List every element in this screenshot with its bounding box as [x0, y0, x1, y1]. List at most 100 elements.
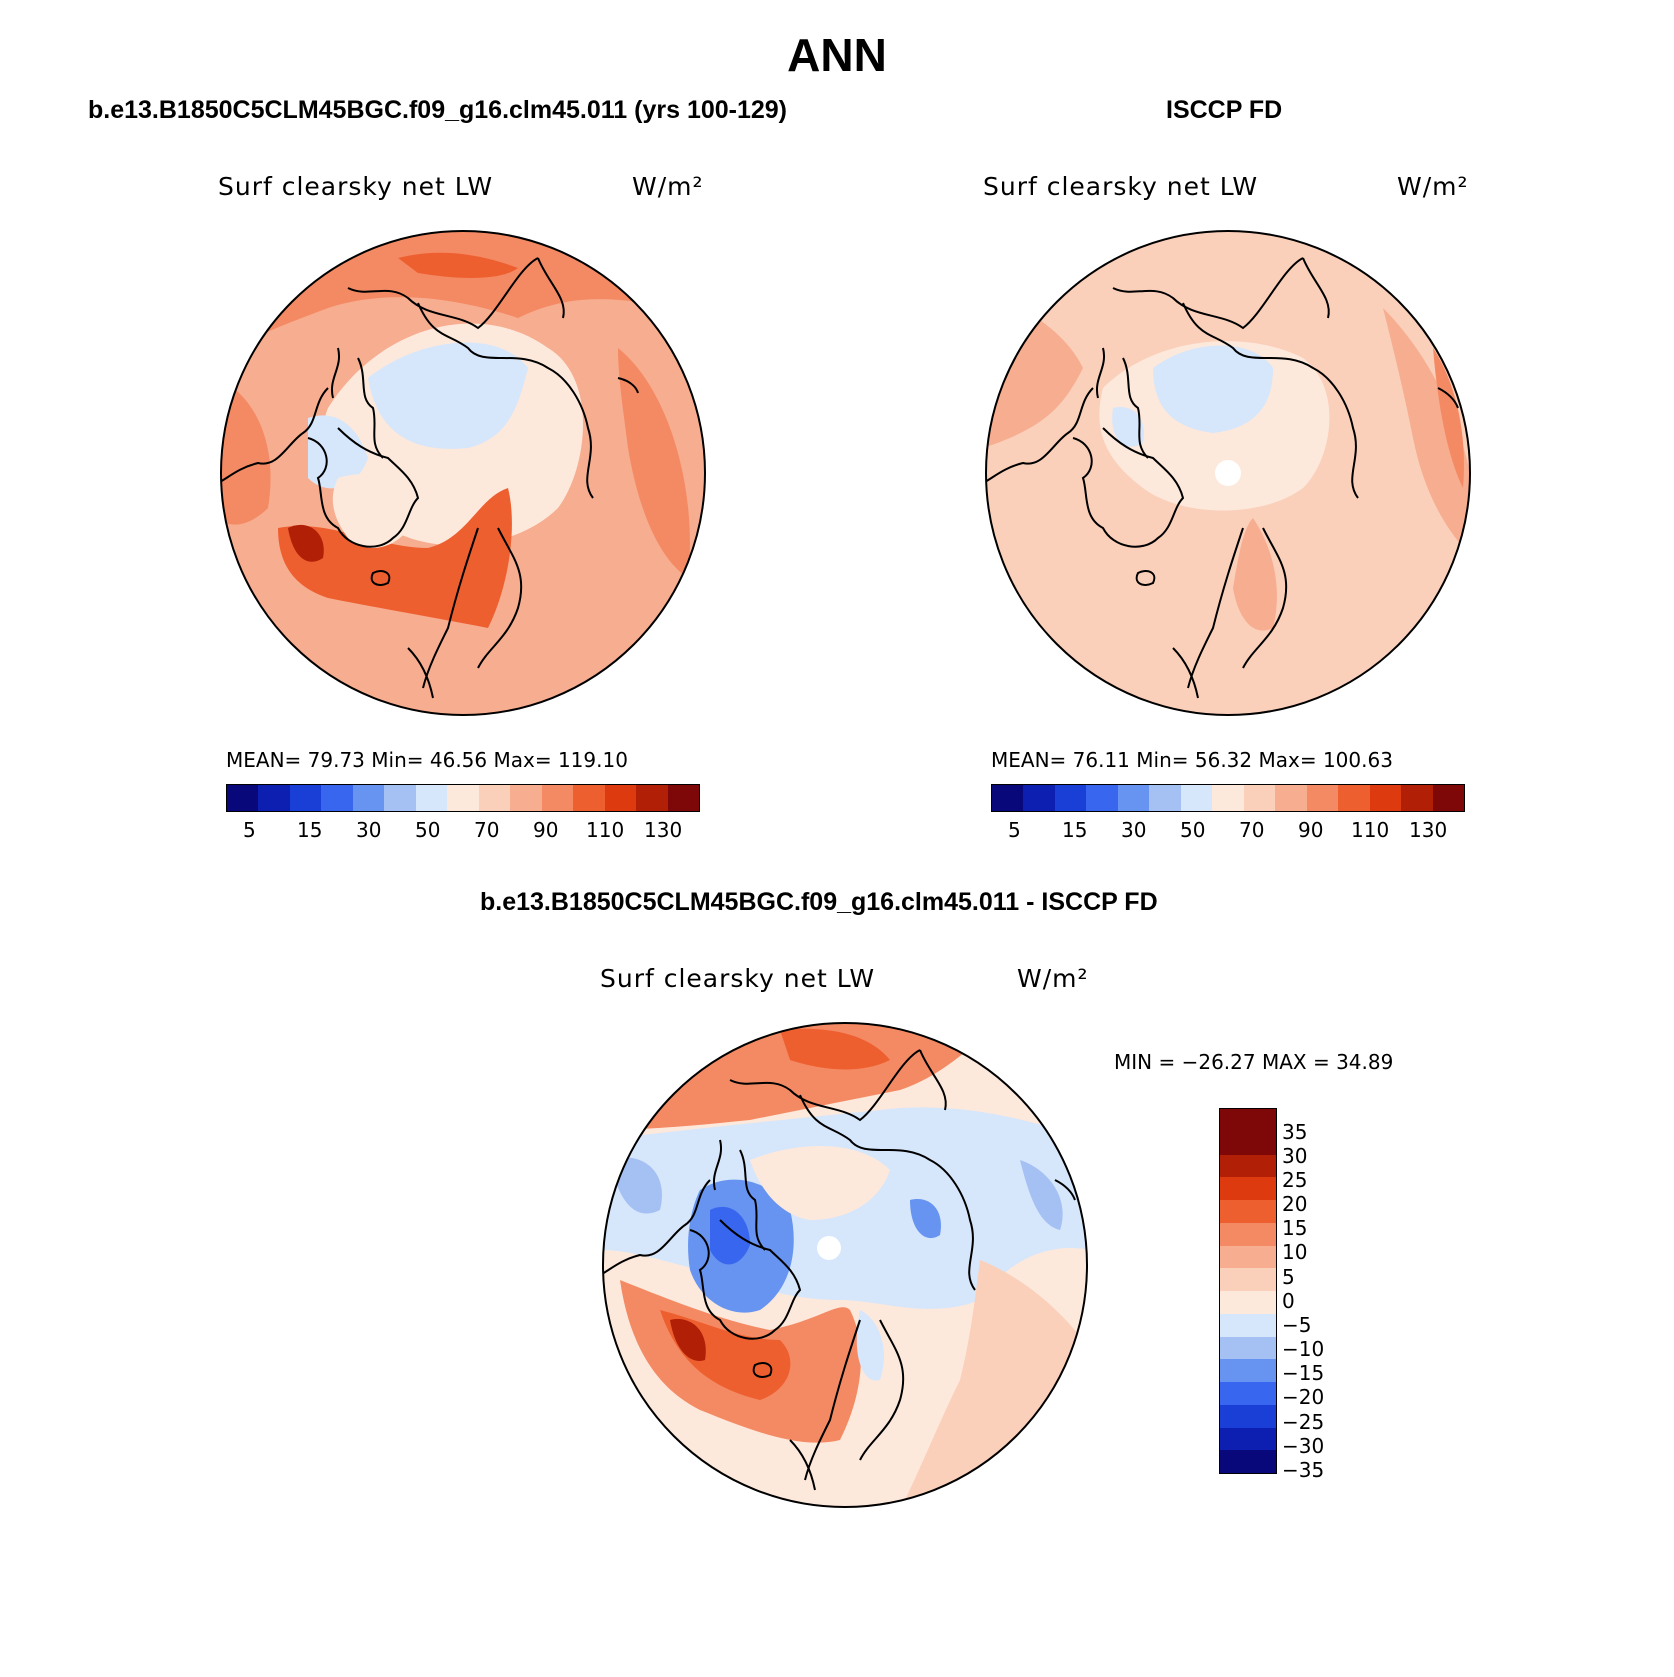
figure-title: ANN	[787, 29, 887, 81]
diff-colorbar-tick: 15	[1282, 1216, 1308, 1240]
diff-colorbar-tick: 35	[1282, 1120, 1308, 1144]
obs-colorbar-tick: 30	[1121, 818, 1147, 842]
model-colorbar-swatch	[667, 785, 700, 811]
obs-colorbar-tick: 5	[1008, 818, 1021, 842]
model-field-west-warm	[221, 378, 271, 525]
obs-variable-label: Surf clearsky net LW	[983, 172, 1259, 201]
diff-colorbar-tick: −30	[1282, 1434, 1325, 1458]
diff-colorbar-tick: 30	[1282, 1144, 1308, 1168]
diff-pole-missing	[817, 1236, 841, 1260]
obs-colorbar-swatch	[1369, 785, 1402, 811]
diff-colorbar-swatch	[1220, 1313, 1276, 1337]
diff-map-border	[602, 1022, 1088, 1508]
model-field-siberia-hot	[398, 252, 518, 278]
obs-colorbar-swatch	[1432, 785, 1465, 811]
obs-colorbar-tick: 90	[1298, 818, 1324, 842]
model-colorbar-tick: 70	[474, 818, 500, 842]
diff-panel-title: b.e13.B1850C5CLM45BGC.f09_g16.clm45.011 …	[480, 888, 1158, 916]
diff-colorbar-swatch	[1220, 1131, 1276, 1155]
obs-field-east	[1383, 308, 1470, 558]
obs-colorbar-swatch	[992, 785, 1024, 811]
model-colorbar-tick: 30	[356, 818, 382, 842]
diff-colorbar-swatch	[1220, 1336, 1276, 1360]
obs-colorbar-swatch	[1338, 785, 1370, 811]
diff-colorbar-swatch	[1220, 1291, 1276, 1314]
diff-colorbar-swatch	[1220, 1177, 1276, 1200]
model-field-atlantic-hot	[278, 488, 512, 628]
obs-coastlines	[986, 257, 1459, 699]
diff-colorbar-tick: 0	[1282, 1289, 1295, 1313]
diff-colorbar-swatch	[1220, 1200, 1276, 1223]
model-colorbar-tick: 90	[533, 818, 559, 842]
model-colorbar-swatch	[573, 785, 605, 811]
model-colorbar-swatch	[258, 785, 290, 811]
diff-colorbar-tick: −20	[1282, 1385, 1325, 1409]
obs-polar-map	[985, 230, 1471, 716]
model-colorbar-tick: 5	[243, 818, 256, 842]
model-stats: MEAN= 79.73 Min= 46.56 Max= 119.10	[226, 748, 628, 772]
diff-colorbar-tick: 10	[1282, 1240, 1308, 1264]
model-colorbar-tick: 110	[586, 818, 625, 842]
model-colorbar-swatch	[541, 785, 574, 811]
model-colorbar-swatch	[321, 785, 353, 811]
diff-colorbar-swatch	[1220, 1245, 1276, 1269]
model-colorbar-ticks: 5 15 30 50 70 90 110 130	[226, 818, 701, 844]
model-colorbar-swatch	[478, 785, 511, 811]
diff-variable-label: Surf clearsky net LW	[600, 964, 876, 993]
diff-minmax: MIN = −26.27 MAX = 34.89	[1114, 1050, 1394, 1074]
model-colorbar	[226, 784, 700, 812]
diff-field-west-cool	[610, 1157, 662, 1214]
model-panel-title: b.e13.B1850C5CLM45BGC.f09_g16.clm45.011 …	[88, 96, 788, 124]
model-colorbar-swatch	[604, 785, 637, 811]
obs-colorbar-swatch	[1306, 785, 1339, 811]
model-colorbar-swatch	[415, 785, 448, 811]
obs-colorbar-tick: 15	[1062, 818, 1088, 842]
diff-colorbar-swatch	[1220, 1427, 1276, 1451]
obs-colorbar	[991, 784, 1465, 812]
obs-colorbar-swatch	[1180, 785, 1213, 811]
obs-colorbar-tick: 50	[1180, 818, 1206, 842]
obs-map-border	[985, 230, 1471, 716]
model-colorbar-tick: 130	[644, 818, 683, 842]
obs-colorbar-tick: 110	[1351, 818, 1390, 842]
obs-colorbar-swatch	[1023, 785, 1055, 811]
diff-colorbar-swatch	[1220, 1359, 1276, 1382]
obs-panel-title: ISCCP FD	[1166, 96, 1283, 124]
obs-colorbar-tick: 70	[1239, 818, 1265, 842]
model-colorbar-tick: 50	[415, 818, 441, 842]
model-colorbar-swatch	[510, 785, 542, 811]
obs-colorbar-swatch	[1401, 785, 1433, 811]
diff-units-label: W/m²	[1017, 964, 1089, 993]
model-field-labrador-max	[288, 524, 324, 562]
diff-field-kara-cool	[910, 1199, 941, 1239]
diff-coastlines	[603, 1049, 1076, 1491]
model-colorbar-swatch	[289, 785, 322, 811]
model-field-archipelago-cool	[308, 415, 368, 489]
diff-field-central-light	[750, 1146, 890, 1220]
diff-colorbar	[1219, 1108, 1277, 1474]
diff-colorbar-swatch	[1220, 1382, 1276, 1405]
obs-colorbar-swatch	[1275, 785, 1307, 811]
model-colorbar-swatch	[352, 785, 385, 811]
model-colorbar-swatch	[447, 785, 479, 811]
diff-field-siberia-hot	[780, 1028, 890, 1070]
diff-field-labrador-max	[670, 1319, 706, 1361]
diff-colorbar-tick: −10	[1282, 1337, 1325, 1361]
diff-colorbar-swatch	[1220, 1268, 1276, 1291]
model-field-greenland	[332, 474, 418, 548]
model-polar-map	[220, 230, 706, 716]
model-field-east-warm	[618, 348, 690, 578]
model-field-arctic-cool	[368, 342, 528, 449]
obs-colorbar-ticks: 5 15 30 50 70 90 110 130	[991, 818, 1466, 844]
model-colorbar-tick: 15	[297, 818, 323, 842]
diff-field-scandinavia-cool	[856, 1310, 884, 1381]
diff-colorbar-swatch	[1220, 1222, 1276, 1246]
diff-colorbar-swatch	[1220, 1154, 1276, 1178]
model-colorbar-swatch	[636, 785, 668, 811]
obs-field-arctic-cool	[1153, 345, 1273, 433]
model-variable-label: Surf clearsky net LW	[218, 172, 494, 201]
obs-colorbar-tick: 130	[1409, 818, 1448, 842]
obs-colorbar-swatch	[1054, 785, 1087, 811]
diff-colorbar-tick: 20	[1282, 1192, 1308, 1216]
diff-colorbar-swatch	[1220, 1404, 1276, 1428]
